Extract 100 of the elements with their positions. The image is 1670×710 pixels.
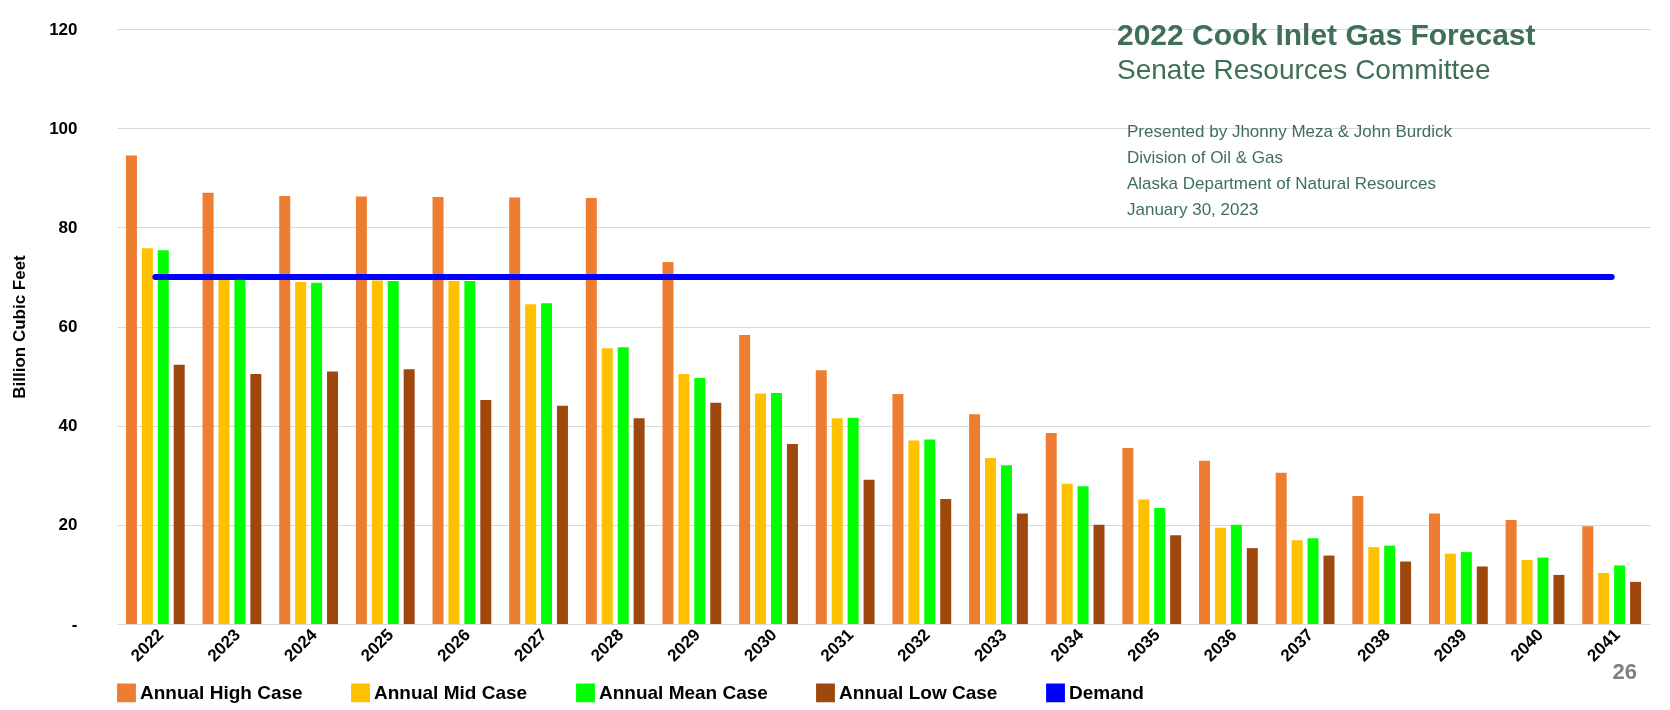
bar (908, 440, 920, 624)
bar (863, 479, 875, 624)
bar (403, 369, 415, 624)
bar (157, 250, 169, 624)
bar (1384, 545, 1396, 624)
legend-label: Annual Mean Case (599, 681, 768, 703)
bar (432, 197, 444, 624)
bar (815, 370, 827, 624)
bar (1061, 483, 1073, 624)
bar (1199, 460, 1211, 624)
bar (1553, 574, 1565, 624)
annotation: Alaska Department of Natural Resources (1127, 174, 1436, 193)
bar (1077, 486, 1089, 624)
y-tick-label: 40 (58, 416, 78, 436)
bar (234, 279, 246, 624)
bar (940, 499, 952, 624)
bar (541, 303, 553, 624)
bar (1352, 496, 1364, 624)
bar (601, 348, 613, 624)
bar (525, 304, 537, 624)
bar (1170, 535, 1182, 624)
bar (1630, 581, 1642, 624)
bar (1122, 447, 1134, 624)
bar (387, 280, 399, 624)
bar (371, 280, 383, 624)
text: Senate Resources Committee (1117, 54, 1491, 85)
bar (355, 196, 367, 624)
bar (1000, 465, 1012, 624)
bar (1582, 526, 1594, 624)
bar (1505, 519, 1517, 624)
text: 26 (1612, 659, 1637, 684)
bar (509, 197, 521, 624)
chart-title: 2022 Cook Inlet Gas Forecast (1117, 18, 1536, 51)
bar (464, 280, 476, 624)
bar (1291, 540, 1303, 624)
bar (125, 155, 137, 624)
bar (831, 418, 843, 624)
bar (1614, 565, 1626, 624)
bar (202, 192, 214, 624)
y-tick-label: 100 (49, 118, 78, 138)
bar (1368, 547, 1380, 624)
bar (678, 374, 690, 624)
y-tick-label: 20 (58, 515, 78, 535)
bar (1444, 553, 1456, 624)
bar (1246, 548, 1258, 624)
bar (1138, 499, 1150, 624)
y-tick-label: - (71, 614, 78, 634)
bar (739, 334, 751, 624)
bar (710, 402, 722, 624)
annotation: Division of Oil & Gas (1127, 148, 1283, 167)
bar (556, 405, 568, 624)
y-tick-label: 120 (49, 19, 78, 39)
bar (480, 399, 492, 624)
bar (633, 418, 645, 624)
y-tick-label: 60 (58, 317, 78, 336)
bar (218, 279, 230, 624)
bar (141, 248, 153, 624)
annotation: January 30, 2023 (1127, 200, 1259, 219)
legend-label: Annual Mid Case (374, 681, 528, 703)
bar (585, 198, 597, 624)
bar (617, 347, 629, 624)
legend-label: Annual Low Case (839, 681, 998, 703)
bar (662, 262, 674, 624)
bar (311, 282, 323, 624)
bar (1323, 555, 1335, 624)
bar (1400, 561, 1412, 624)
bar (250, 374, 262, 624)
bar (1016, 513, 1028, 624)
bar (1460, 552, 1472, 624)
bar (1521, 560, 1533, 624)
bar (755, 393, 767, 624)
bar (1428, 513, 1440, 624)
bar (1476, 566, 1488, 624)
legend-label: Annual High Case (140, 681, 303, 703)
bar (295, 281, 307, 624)
bar (1093, 524, 1105, 624)
bar (969, 414, 981, 624)
y-axis-title: Billion Cubic Feet (10, 254, 30, 399)
bar (847, 417, 859, 624)
bar (1275, 472, 1287, 624)
bar (924, 439, 936, 624)
legend-label: Demand (1069, 681, 1144, 703)
bar (985, 457, 997, 624)
bar (173, 364, 185, 624)
annotation: Presented by Jhonny Meza & John Burdick (1127, 122, 1453, 141)
bar (1154, 507, 1166, 624)
bar (1598, 572, 1610, 624)
bar (1307, 538, 1319, 624)
bar (694, 378, 706, 624)
bar (1537, 557, 1549, 624)
bar (1045, 433, 1057, 624)
bar (892, 393, 904, 624)
bar (327, 371, 339, 624)
bar (448, 280, 460, 624)
bar (786, 444, 798, 624)
bar (279, 196, 291, 624)
bar (770, 392, 782, 624)
bar (1214, 527, 1226, 624)
y-tick-label: 80 (58, 217, 78, 237)
bar (1230, 524, 1242, 624)
